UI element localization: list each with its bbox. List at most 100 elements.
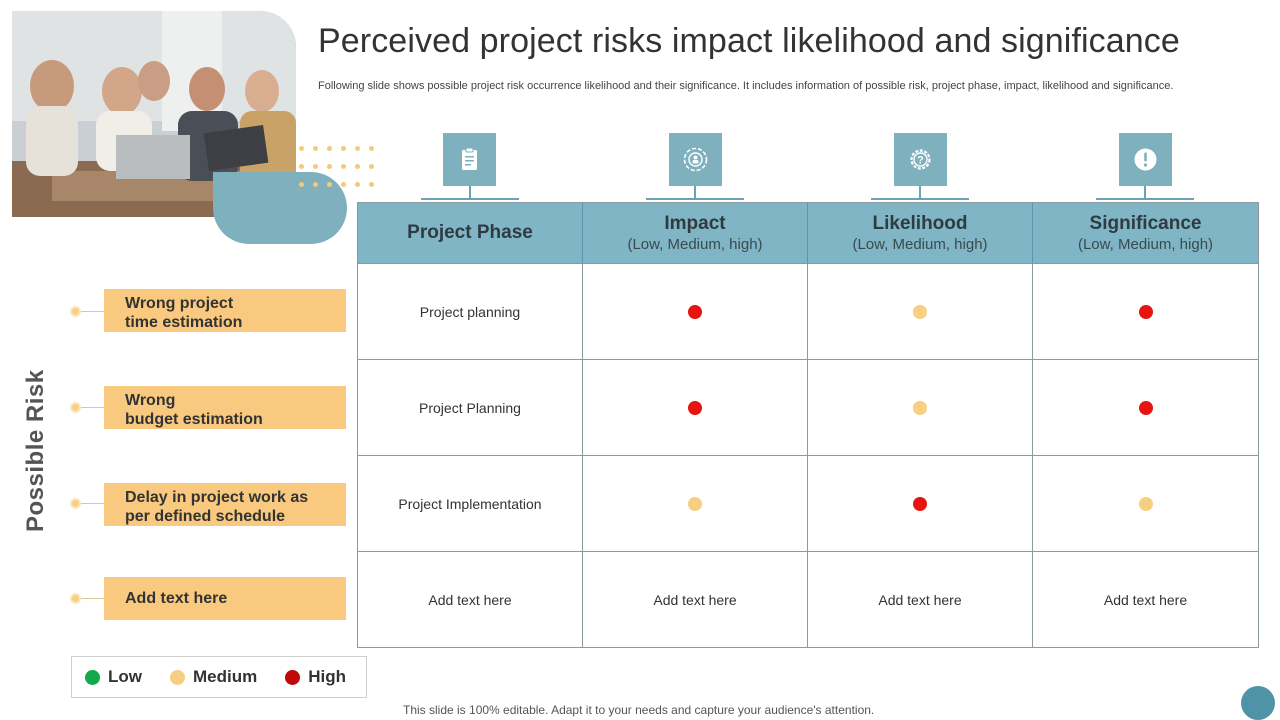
- question-gear-icon: ?: [894, 133, 947, 186]
- legend-label: High: [308, 667, 347, 686]
- risk-bullet: [70, 498, 81, 509]
- risk-connector: [81, 407, 104, 408]
- svg-text:?: ?: [917, 155, 924, 167]
- decorative-dot: [313, 146, 318, 151]
- decorative-dot: [313, 182, 318, 187]
- icon-connector: [694, 186, 696, 198]
- legend-swatch: [85, 669, 100, 685]
- decorative-dot: [313, 164, 318, 169]
- decorative-circle: [1241, 686, 1275, 720]
- placeholder-cell: Add text here: [428, 592, 512, 608]
- risk-text: per defined schedule: [125, 508, 286, 525]
- placeholder-cell: Add text here: [878, 592, 962, 608]
- significance-indicator: [1138, 401, 1153, 415]
- decorative-dot: [299, 146, 304, 151]
- decorative-dots: [299, 146, 379, 196]
- risk-text: Wrong project: [125, 295, 234, 312]
- page-subtitle: Following slide shows possible project r…: [318, 80, 1174, 92]
- significance-indicator: [1138, 497, 1153, 511]
- risk-item: Wrong project time estimation: [104, 289, 346, 332]
- risk-item: Add text here: [104, 577, 346, 620]
- decorative-dot: [327, 164, 332, 169]
- decorative-dot: [299, 182, 304, 187]
- legend-item-low: Low: [85, 667, 142, 687]
- significance-indicator: [1138, 305, 1153, 319]
- phase-cell: Project planning: [419, 304, 521, 320]
- legend-label: Low: [108, 667, 142, 686]
- risk-table: Project Phase Impact (Low, Medium, high)…: [357, 202, 1259, 648]
- decorative-dot: [299, 164, 304, 169]
- column-header-significance: Significance (Low, Medium, high): [1033, 203, 1258, 263]
- column-subtitle: (Low, Medium, high): [1077, 236, 1214, 253]
- possible-risk-label: Possible Risk: [22, 369, 49, 532]
- decorative-dot: [327, 182, 332, 187]
- phase-cell: Project Implementation: [398, 496, 542, 512]
- risk-text: Add text here: [125, 590, 228, 607]
- decorative-dot: [355, 182, 360, 187]
- exclamation-icon: [1119, 133, 1172, 186]
- table-row: Project Planning: [358, 359, 1258, 456]
- decorative-dot: [341, 182, 346, 187]
- target-people-icon: [669, 133, 722, 186]
- decorative-dot: [355, 164, 360, 169]
- column-subtitle: (Low, Medium, high): [852, 236, 988, 253]
- risk-text: Delay in project work as: [125, 489, 309, 506]
- likelihood-indicator: [913, 305, 927, 319]
- icon-connector: [919, 186, 921, 198]
- column-subtitle: (Low, Medium, high): [627, 236, 763, 253]
- table-row: Project planning: [358, 263, 1258, 360]
- decorative-dot: [369, 164, 374, 169]
- risk-text: time estimation: [125, 314, 243, 331]
- column-header-phase: Project Phase: [358, 203, 583, 263]
- risk-bullet: [70, 593, 81, 604]
- decorative-dot: [341, 146, 346, 151]
- risk-bullet: [70, 306, 81, 317]
- risk-text: Wrong: [125, 392, 176, 409]
- risk-item: Wrong budget estimation: [104, 386, 346, 429]
- table-header: Project Phase Impact (Low, Medium, high)…: [358, 203, 1258, 263]
- decorative-dot: [341, 164, 346, 169]
- team-photo: [12, 11, 296, 217]
- impact-indicator: [688, 497, 702, 511]
- legend-swatch: [170, 669, 185, 685]
- risk-connector: [81, 311, 104, 312]
- column-title: Significance: [1089, 213, 1202, 234]
- likelihood-indicator: [913, 497, 927, 511]
- impact-indicator: [688, 305, 702, 319]
- legend-item-high: High: [285, 667, 346, 687]
- icon-connector: [1144, 186, 1146, 198]
- table-row: Project Implementation: [358, 455, 1258, 552]
- risk-connector: [81, 598, 104, 599]
- risk-connector: [81, 503, 104, 504]
- legend-swatch: [285, 669, 301, 685]
- icon-underline: [421, 198, 519, 200]
- icon-underline: [1096, 198, 1194, 200]
- decorative-dot: [355, 146, 360, 151]
- icon-underline: [871, 198, 969, 200]
- decorative-dot: [327, 146, 332, 151]
- legend-item-medium: Medium: [170, 667, 257, 687]
- clipboard-icon: [443, 133, 496, 186]
- column-header-impact: Impact (Low, Medium, high): [583, 203, 808, 263]
- table-row: Add text here Add text here Add text her…: [358, 551, 1258, 648]
- impact-indicator: [688, 401, 702, 415]
- icon-underline: [646, 198, 744, 200]
- placeholder-cell: Add text here: [653, 592, 737, 608]
- placeholder-cell: Add text here: [1103, 592, 1188, 608]
- footer-note: This slide is 100% editable. Adapt it to…: [403, 703, 875, 717]
- decorative-dot: [369, 182, 374, 187]
- column-title: Project Phase: [407, 222, 533, 243]
- column-title: Impact: [664, 213, 726, 234]
- phase-cell: Project Planning: [419, 400, 521, 416]
- column-header-likelihood: Likelihood (Low, Medium, high): [808, 203, 1033, 263]
- risk-text: budget estimation: [125, 411, 263, 428]
- icon-connector: [469, 186, 471, 198]
- page-title: Perceived project risks impact likelihoo…: [318, 22, 1180, 60]
- decorative-dot: [369, 146, 374, 151]
- decorative-shape: [213, 172, 347, 244]
- risk-item: Delay in project work as per defined sch…: [104, 483, 346, 526]
- risk-bullet: [70, 402, 81, 413]
- legend: Low Medium High: [71, 656, 367, 698]
- column-title: Likelihood: [872, 213, 968, 234]
- legend-label: Medium: [193, 667, 258, 686]
